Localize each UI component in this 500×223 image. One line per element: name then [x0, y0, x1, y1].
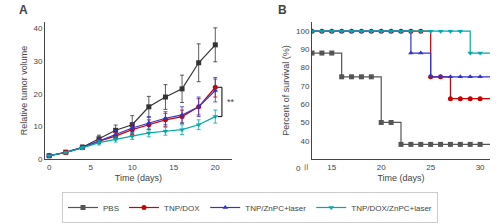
svg-text:30: 30	[33, 57, 42, 66]
svg-text:TNP/DOX/ZnPC+laser: TNP/DOX/ZnPC+laser	[351, 204, 432, 213]
svg-text:90: 90	[300, 45, 309, 54]
svg-text:Percent of survival (%): Percent of survival (%)	[281, 45, 291, 136]
svg-text:Time (days): Time (days)	[115, 173, 162, 183]
svg-text:30: 30	[476, 163, 485, 172]
svg-text:5: 5	[88, 163, 93, 172]
svg-text:20: 20	[377, 163, 386, 172]
svg-text:15: 15	[169, 163, 178, 172]
svg-text:20: 20	[211, 163, 220, 172]
svg-text:25: 25	[426, 163, 435, 172]
svg-text:TNP/DOX: TNP/DOX	[164, 204, 200, 213]
svg-text:0: 0	[296, 164, 301, 173]
svg-text:80: 80	[300, 63, 309, 72]
svg-text:60: 60	[300, 100, 309, 109]
svg-text:100: 100	[296, 27, 310, 36]
svg-text:TNP/ZnPC+laser: TNP/ZnPC+laser	[245, 204, 306, 213]
svg-text:70: 70	[300, 82, 309, 91]
svg-text:40: 40	[33, 24, 42, 33]
svg-text:50: 50	[300, 118, 309, 127]
svg-text:**: **	[227, 97, 235, 107]
svg-text:Relative tumor volume: Relative tumor volume	[19, 46, 29, 136]
svg-text:0: 0	[47, 163, 52, 172]
svg-text:Time (days): Time (days)	[377, 173, 424, 183]
svg-text:40: 40	[300, 137, 309, 146]
svg-text:10: 10	[33, 122, 42, 131]
svg-text:10: 10	[128, 163, 137, 172]
svg-text:20: 20	[33, 90, 42, 99]
svg-text:PBS: PBS	[103, 204, 119, 213]
svg-text:15: 15	[327, 163, 336, 172]
svg-text:0: 0	[38, 155, 43, 164]
svg-text:A: A	[19, 3, 28, 17]
svg-text://: //	[303, 162, 310, 172]
svg-text:B: B	[278, 3, 287, 17]
